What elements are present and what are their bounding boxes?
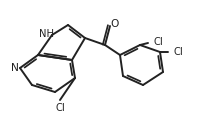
Text: NH: NH — [39, 29, 54, 39]
Text: N: N — [11, 63, 19, 73]
Text: Cl: Cl — [55, 103, 64, 113]
Text: Cl: Cl — [153, 37, 163, 47]
Text: Cl: Cl — [173, 47, 183, 57]
Text: O: O — [110, 19, 119, 29]
